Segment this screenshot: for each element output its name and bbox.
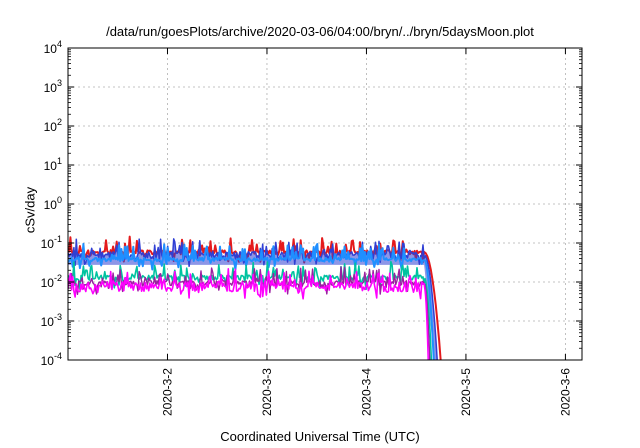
series-6-line: [68, 268, 430, 360]
x-tick-label: 2020-3-5: [459, 368, 473, 416]
x-axis-label: Coordinated Universal Time (UTC): [220, 429, 420, 444]
series-group: [68, 235, 442, 360]
x-tick-label: 2020-3-4: [359, 368, 373, 416]
y-tick-label: 10-3: [41, 312, 62, 329]
x-tick-label: 2020-3-3: [260, 368, 274, 416]
series-1-line: [68, 235, 442, 360]
y-tick-label: 102: [44, 117, 62, 134]
y-ticks: 10-4 10-3 10-2 10-1 100 101 102 103 104: [41, 39, 582, 368]
y-tick-label: 101: [44, 156, 62, 173]
y-tick-label: 10-2: [41, 273, 62, 290]
y-tick-label: 10-1: [41, 234, 62, 251]
y-tick-label: 100: [44, 195, 62, 212]
grid-lines: [68, 48, 582, 360]
x-tick-label: 2020-3-6: [558, 368, 572, 416]
chart-title: /data/run/goesPlots/archive/2020-03-06/0…: [106, 24, 534, 39]
series-3-line: [68, 242, 435, 360]
y-tick-label: 104: [44, 39, 62, 56]
y-tick-label: 103: [44, 78, 62, 95]
x-ticks: 2020-3-2 2020-3-3 2020-3-4 2020-3-5 2020-3-6: [160, 48, 572, 416]
x-tick-label: 2020-3-2: [160, 368, 174, 416]
y-tick-label: 10-4: [41, 351, 62, 368]
